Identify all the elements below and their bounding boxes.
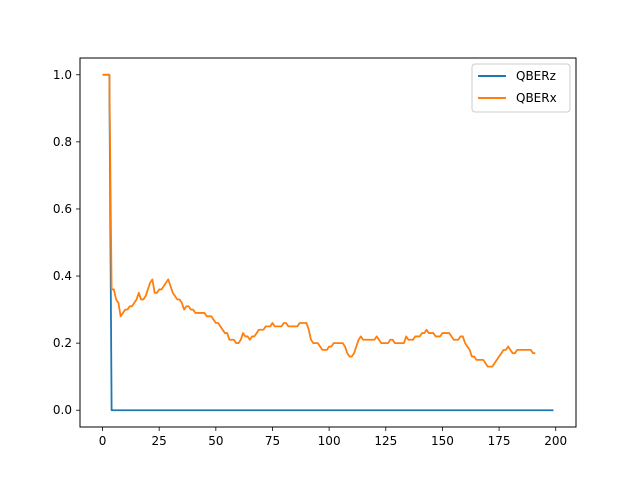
x-tick-label: 50	[208, 434, 223, 448]
legend-label-qberz: QBERz	[516, 69, 556, 83]
x-tick-label: 75	[265, 434, 280, 448]
x-tick-label: 0	[99, 434, 107, 448]
y-tick-label: 0.4	[53, 269, 72, 283]
x-tick-label: 25	[152, 434, 167, 448]
x-tick-label: 150	[431, 434, 454, 448]
x-tick-label: 200	[544, 434, 567, 448]
y-tick-label: 0.2	[53, 336, 72, 350]
y-axis: 0.0 0.2 0.4 0.6 0.8 1.0	[53, 68, 80, 417]
x-tick-label: 125	[374, 434, 397, 448]
legend-label-qberx: QBERx	[516, 91, 557, 105]
x-tick-label: 100	[318, 434, 341, 448]
plot-area-frame	[79, 57, 577, 428]
series-line-qberx	[102, 73, 536, 368]
y-tick-label: 0.6	[53, 202, 72, 216]
y-tick-label: 0.8	[53, 135, 72, 149]
y-tick-label: 1.0	[53, 68, 72, 82]
legend: QBERz QBERx	[471, 63, 571, 113]
x-tick-label: 175	[488, 434, 511, 448]
x-axis: 0 25 50 75 100 125 150 175 200	[99, 427, 567, 448]
y-tick-label: 0.0	[53, 403, 72, 417]
series-layer	[102, 73, 554, 412]
